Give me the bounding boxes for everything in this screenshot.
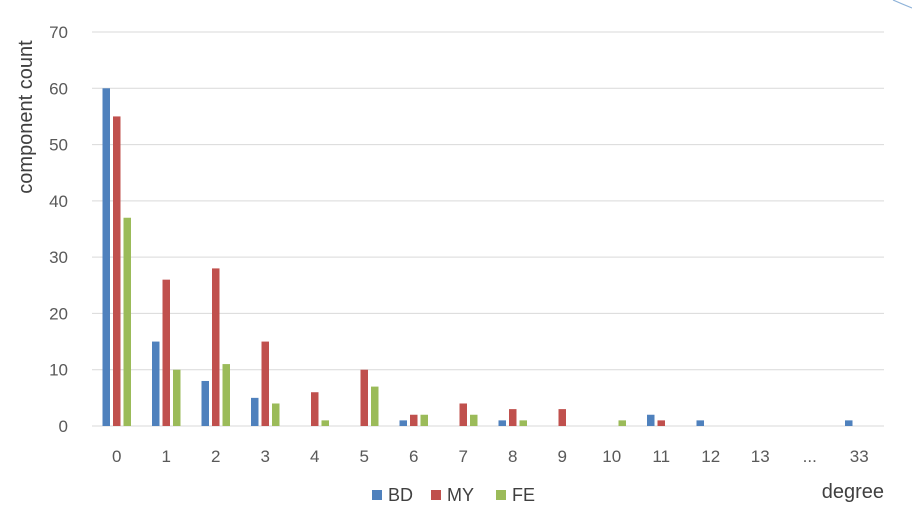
- y-tick-label: 10: [49, 361, 68, 380]
- x-tick-label: 10: [602, 447, 621, 466]
- x-tick-label: 4: [310, 447, 319, 466]
- bars: [102, 88, 853, 427]
- x-tick-label: 5: [360, 447, 369, 466]
- legend-label-my: MY: [447, 485, 474, 505]
- corner-decoration: [892, 0, 912, 9]
- bar-fe: [420, 414, 428, 426]
- bar-fe: [470, 414, 478, 426]
- x-tick-label: 13: [751, 447, 770, 466]
- bar-fe: [123, 217, 131, 426]
- bar-fe: [618, 420, 626, 426]
- bar-my: [311, 392, 319, 426]
- bar-fe: [173, 369, 181, 426]
- gridlines: [92, 31, 884, 427]
- x-tick-label: 0: [112, 447, 121, 466]
- bar-my: [657, 420, 665, 426]
- x-tick-label: 1: [162, 447, 171, 466]
- x-tick-label: ...: [803, 447, 817, 466]
- bar-bd: [399, 420, 407, 426]
- y-tick-label: 60: [49, 79, 68, 98]
- bar-bd: [696, 420, 704, 426]
- bar-bd: [498, 420, 506, 426]
- legend-swatch-my: [431, 490, 441, 500]
- x-tick-label: 7: [459, 447, 468, 466]
- bar-fe: [519, 420, 527, 426]
- x-tick-label: 2: [211, 447, 220, 466]
- legend-label-fe: FE: [512, 485, 535, 505]
- y-tick-label: 50: [49, 136, 68, 155]
- bar-bd: [102, 88, 110, 427]
- legend: BD MY FE: [372, 485, 535, 505]
- bar-my: [212, 268, 220, 426]
- bar-my: [360, 369, 368, 426]
- x-tick-label: 11: [652, 447, 670, 466]
- y-tick-label: 40: [49, 192, 68, 211]
- y-tick-label: 70: [49, 23, 68, 42]
- y-axis-title: component count: [15, 40, 37, 194]
- legend-label-bd: BD: [388, 485, 413, 505]
- legend-swatch-fe: [496, 490, 506, 500]
- x-tick-label: 33: [850, 447, 869, 466]
- bar-my: [261, 341, 269, 426]
- bar-my: [113, 116, 121, 426]
- bar-bd: [152, 341, 160, 426]
- bar-my: [410, 414, 418, 426]
- x-tick-label: 12: [701, 447, 720, 466]
- bar-fe: [272, 403, 280, 426]
- legend-swatch-bd: [372, 490, 382, 500]
- bar-fe: [222, 364, 230, 426]
- bar-bd: [845, 420, 853, 426]
- bar-my: [509, 409, 517, 426]
- x-tick-label: 9: [558, 447, 567, 466]
- bar-bd: [201, 380, 209, 426]
- x-axis-title: degree: [822, 481, 884, 503]
- bar-fe: [371, 386, 379, 426]
- y-tick-label: 30: [49, 248, 68, 267]
- bar-bd: [647, 414, 655, 426]
- bar-fe: [321, 420, 329, 426]
- y-tick-label: 0: [59, 417, 68, 436]
- bar-my: [558, 409, 566, 426]
- y-tick-label: 20: [49, 304, 68, 323]
- bar-my: [459, 403, 467, 426]
- x-tick-labels: 0 1 2 3 4 5 6 7 8 9 10 11 12 13... 33: [112, 447, 869, 466]
- x-tick-label: 8: [508, 447, 517, 466]
- x-tick-label: 6: [409, 447, 418, 466]
- y-tick-labels: 0 10 20 30 40 50 60 70: [49, 23, 68, 436]
- bar-bd: [251, 397, 259, 426]
- x-tick-label: 3: [261, 447, 270, 466]
- bar-my: [162, 279, 170, 426]
